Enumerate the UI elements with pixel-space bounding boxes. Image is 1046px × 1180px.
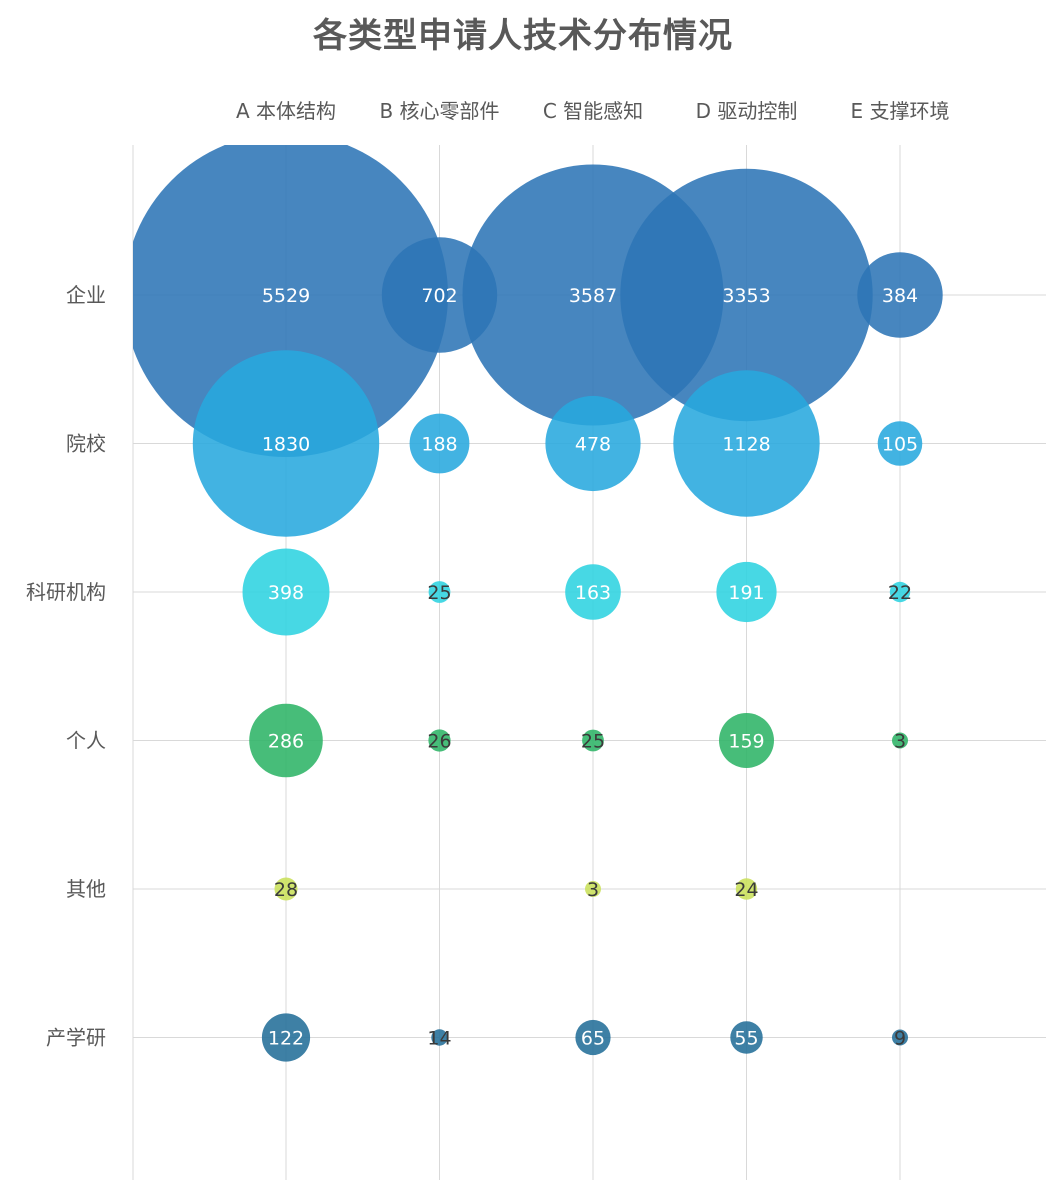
bubble-value-label: 25 <box>581 731 605 753</box>
bubble-value-label: 159 <box>728 731 764 753</box>
bubble <box>719 713 774 768</box>
bubble-value-label: 25 <box>427 582 451 604</box>
bubble <box>735 878 758 900</box>
bubble <box>545 395 641 492</box>
bubble <box>274 877 298 901</box>
bubble-value-label: 478 <box>575 434 611 456</box>
bubble-labels: 5529 702 3587 3353 384 1830 188 478 1128 105 398 25… <box>262 285 918 1050</box>
bubble <box>730 1021 763 1054</box>
bubble-value-label: 191 <box>728 582 764 604</box>
bubble-value-label: 24 <box>734 879 758 901</box>
bubble <box>620 168 873 422</box>
bubble-value-label: 188 <box>421 434 457 456</box>
bubble-value-label: 55 <box>734 1028 758 1050</box>
bubble-value-label: 286 <box>268 731 304 753</box>
bubble-value-label: 3587 <box>569 285 617 307</box>
bubble <box>582 729 604 752</box>
bubble-value-label: 3353 <box>722 285 770 307</box>
column-label: D 驱动控制 <box>696 99 798 123</box>
bubbles <box>133 145 943 1062</box>
row-label: 院校 <box>66 432 106 456</box>
row-label: 科研机构 <box>26 580 106 604</box>
bubble <box>192 350 380 537</box>
bubble-value-label: 163 <box>575 582 611 604</box>
bubble <box>133 145 448 457</box>
bubble-value-label: 28 <box>274 879 298 901</box>
row-label: 产学研 <box>46 1026 106 1050</box>
bubble <box>249 703 323 778</box>
bubble <box>585 881 601 897</box>
bubble <box>431 1029 448 1046</box>
bubble <box>673 370 820 517</box>
bubble <box>242 548 330 636</box>
bubble <box>892 1029 908 1046</box>
bubble <box>889 581 911 603</box>
column-label: C 智能感知 <box>543 99 643 123</box>
bubble <box>261 1013 311 1062</box>
column-label: A 本体结构 <box>236 99 336 123</box>
column-label: E 支撑环境 <box>851 99 950 123</box>
bubble <box>409 413 470 474</box>
bubble <box>877 421 923 466</box>
bubble-value-label: 14 <box>427 1028 451 1050</box>
bubble <box>428 581 451 603</box>
chart-title: 各类型申请人技术分布情况 <box>313 16 733 56</box>
bubble-value-label: 3 <box>587 879 599 901</box>
bubble <box>716 561 777 623</box>
bubble <box>575 1019 611 1056</box>
bubble-value-label: 3 <box>894 731 906 753</box>
bubble-value-label: 702 <box>421 285 457 307</box>
bubble-value-label: 65 <box>581 1028 605 1050</box>
bubble-value-label: 105 <box>882 434 918 456</box>
bubble <box>857 252 943 338</box>
bubble-value-label: 22 <box>888 582 912 604</box>
bubble <box>428 729 451 752</box>
bubble-value-label: 1128 <box>722 434 770 456</box>
row-label: 企业 <box>66 283 106 307</box>
bubble-value-label: 1830 <box>262 434 310 456</box>
bubble <box>565 564 621 620</box>
bubble-value-label: 5529 <box>262 285 310 307</box>
row-label: 其他 <box>66 877 106 901</box>
bubble <box>892 732 908 749</box>
bubble-value-label: 384 <box>882 285 918 307</box>
bubble-value-label: 9 <box>894 1028 906 1050</box>
column-label: B 核心零部件 <box>379 99 499 123</box>
row-label: 个人 <box>66 729 106 753</box>
bubble-value-label: 398 <box>268 582 304 604</box>
bubble-value-label: 122 <box>268 1028 304 1050</box>
bubble-value-label: 26 <box>427 731 451 753</box>
